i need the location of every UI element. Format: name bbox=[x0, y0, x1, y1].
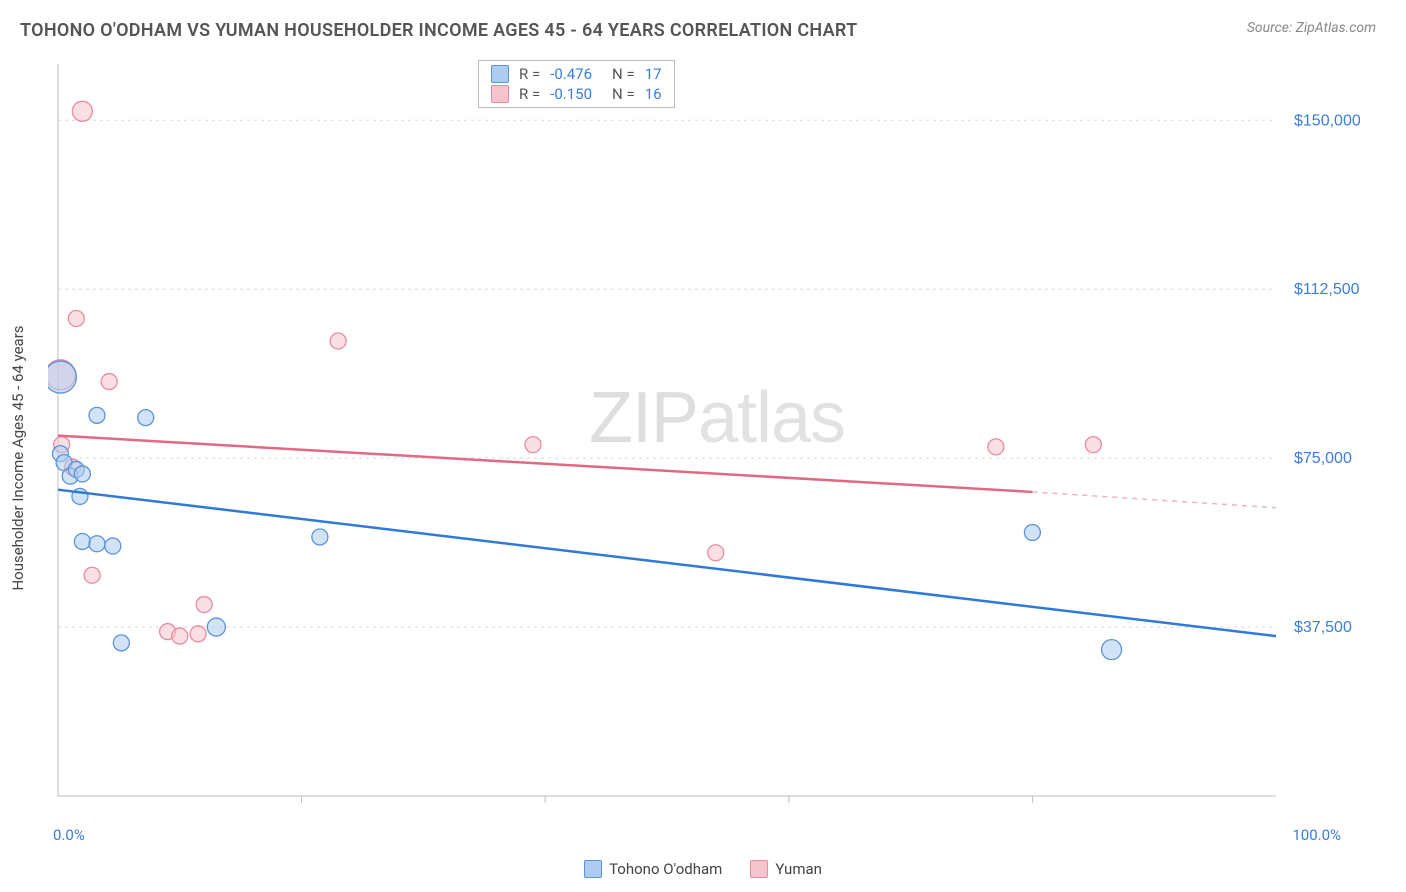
r-value: -0.476 bbox=[550, 65, 592, 83]
n-label: N = bbox=[612, 65, 635, 83]
n-value: 17 bbox=[645, 65, 662, 83]
scatter-plot: $37,500 $75,000 $112,500 $150,000 bbox=[48, 56, 1386, 842]
source-label: Source: ZipAtlas.com bbox=[1247, 20, 1376, 36]
legend-item-series2: Yuman bbox=[750, 860, 822, 878]
r-label: R = bbox=[519, 85, 540, 103]
swatch-series1-icon bbox=[491, 65, 509, 83]
swatch-series2-icon bbox=[750, 860, 768, 878]
legend-label-series1: Tohono O'odham bbox=[609, 860, 722, 878]
correlation-row-1: R = -0.476 N = 17 bbox=[491, 65, 662, 83]
n-value: 16 bbox=[645, 85, 662, 103]
x-axis-max-label: 100.0% bbox=[1292, 826, 1341, 844]
chart-area: Householder Income Ages 45 - 64 years $3… bbox=[48, 56, 1386, 842]
swatch-series1-icon bbox=[584, 860, 602, 878]
svg-text:$75,000: $75,000 bbox=[1294, 450, 1352, 467]
svg-text:$112,500: $112,500 bbox=[1294, 281, 1360, 298]
n-label: N = bbox=[612, 85, 635, 103]
y-axis-label: Householder Income Ages 45 - 64 years bbox=[9, 325, 27, 590]
svg-text:$37,500: $37,500 bbox=[1294, 619, 1352, 636]
legend-item-series1: Tohono O'odham bbox=[584, 860, 722, 878]
r-value: -0.150 bbox=[550, 85, 592, 103]
chart-title: TOHONO O'ODHAM VS YUMAN HOUSEHOLDER INCO… bbox=[20, 20, 857, 41]
correlation-legend: R = -0.476 N = 17 R = -0.150 N = 16 bbox=[478, 60, 675, 108]
legend-label-series2: Yuman bbox=[775, 860, 822, 878]
r-label: R = bbox=[519, 65, 540, 83]
svg-text:$150,000: $150,000 bbox=[1294, 112, 1361, 129]
correlation-row-2: R = -0.150 N = 16 bbox=[491, 85, 662, 103]
swatch-series2-icon bbox=[491, 85, 509, 103]
x-axis-min-label: 0.0% bbox=[53, 826, 85, 844]
bottom-legend: Tohono O'odham Yuman bbox=[0, 860, 1406, 878]
